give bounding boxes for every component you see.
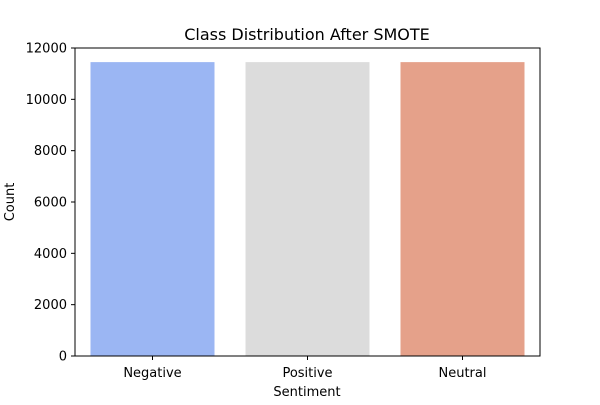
- chart-title: Class Distribution After SMOTE: [184, 25, 430, 44]
- x-tick-label: Neutral: [439, 366, 487, 381]
- bar-neutral: [400, 62, 525, 356]
- x-tick-label: Negative: [123, 366, 181, 381]
- y-tick-label: 6000: [34, 196, 67, 211]
- x-axis-label: Sentiment: [273, 385, 340, 400]
- bar-positive: [245, 62, 370, 356]
- y-tick-label: 4000: [34, 247, 67, 262]
- y-tick-label: 0: [59, 350, 67, 365]
- y-tick-label: 8000: [34, 144, 67, 159]
- y-tick-label: 2000: [34, 298, 67, 313]
- bars-group: [90, 62, 525, 356]
- bar-negative: [90, 62, 215, 356]
- y-tick-label: 12000: [26, 42, 67, 57]
- y-axis: 0 2000 4000 6000 8000 10000 12000: [26, 42, 75, 365]
- x-axis: Negative Positive Neutral: [123, 356, 486, 381]
- y-axis-label: Count: [3, 183, 18, 222]
- plot-frame: [74, 47, 541, 357]
- y-tick-label: 10000: [26, 93, 67, 108]
- x-tick-label: Positive: [282, 366, 332, 381]
